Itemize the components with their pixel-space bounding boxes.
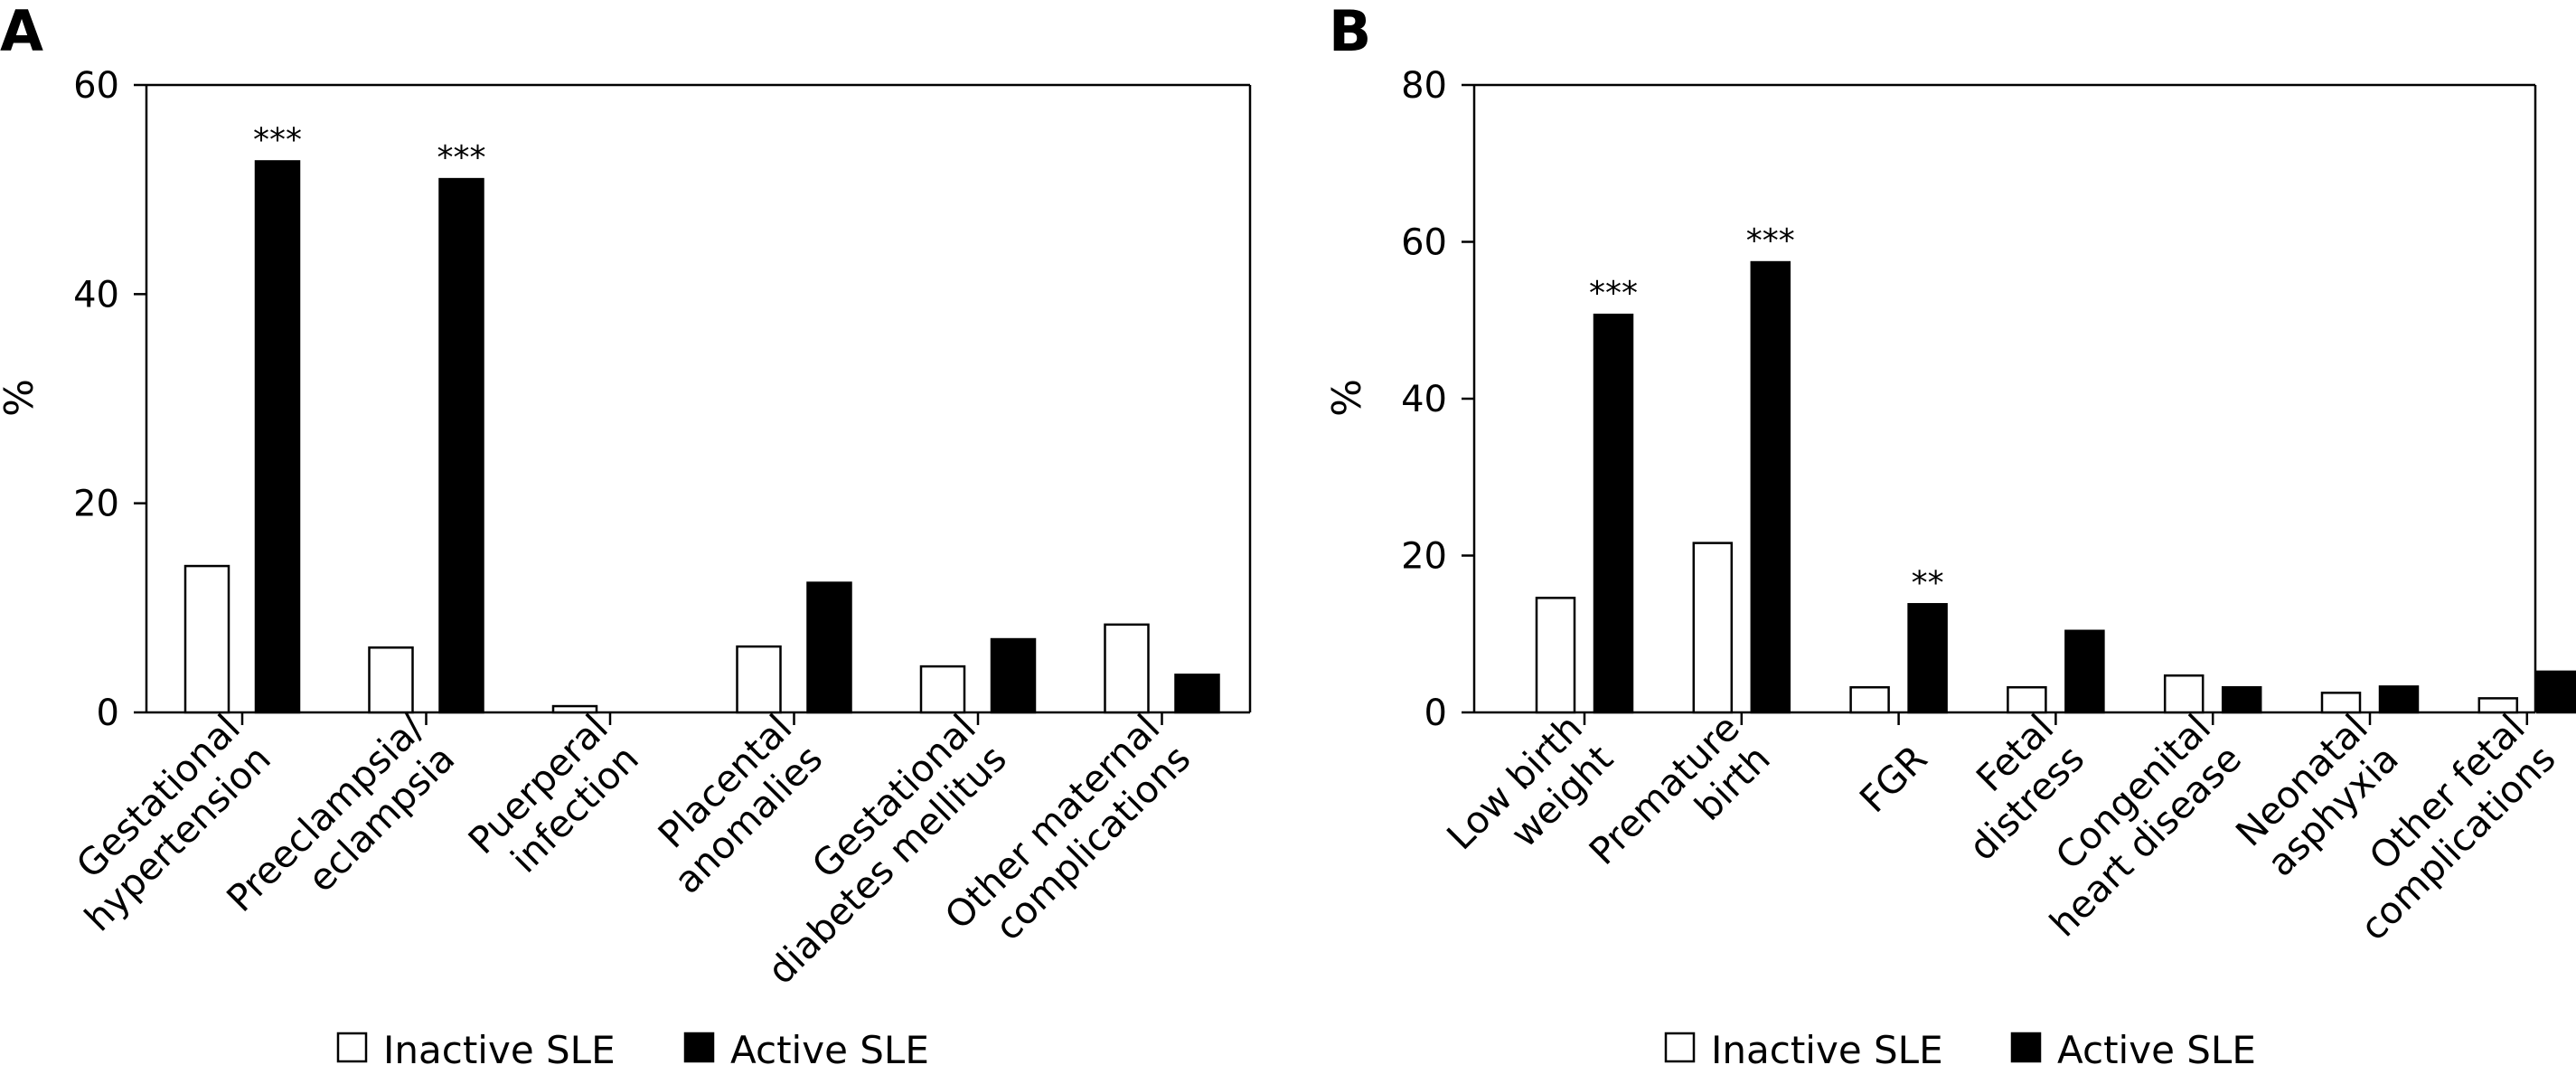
bar-inactive	[2007, 685, 2047, 714]
bar-inactive	[1535, 597, 1576, 714]
chart-panel-b: 0 20 40 60 80 *** Low birthweight *** Prematureb…	[1401, 65, 2576, 949]
legend-label-inactive: Inactive SLE	[383, 1028, 616, 1065]
y-tick-label: 60	[1401, 222, 1447, 264]
panel-letter-b: B	[1329, 0, 1371, 64]
y-axis-label-b: %	[1324, 379, 1370, 417]
bar-inactive	[2163, 674, 2205, 714]
x-tick-label: FGR	[1851, 737, 1935, 821]
legend-label-active: Active SLE	[2057, 1028, 2256, 1065]
legend-label-active: Active SLE	[730, 1028, 929, 1065]
y-tick-label: 40	[1401, 379, 1447, 420]
y-tick-label: 0	[1424, 693, 1447, 734]
bar-inactive	[2320, 692, 2362, 714]
y-tick-label: 40	[73, 274, 119, 316]
bar-active	[1174, 674, 1220, 714]
bar-inactive	[368, 646, 414, 714]
bar-active	[2535, 670, 2576, 714]
bar-inactive	[919, 664, 966, 714]
bar-inactive	[183, 564, 230, 714]
bar-active	[1750, 260, 1791, 714]
bar-inactive	[1692, 542, 1734, 714]
y-tick-label: 80	[1401, 65, 1447, 107]
bar-active	[438, 177, 484, 714]
legend-label-inactive: Inactive SLE	[1711, 1028, 1943, 1065]
significance-label: **	[1912, 564, 1944, 601]
significance-label: ***	[1589, 275, 1638, 312]
y-tick-label: 60	[73, 65, 119, 107]
legend-swatch-inactive	[1664, 1032, 1696, 1063]
bar-active	[254, 160, 301, 714]
bar-active	[2378, 685, 2420, 714]
y-axis-label-a: %	[0, 379, 42, 417]
chart-panel-a: 0204060***Gestationalhypertension***Pree…	[68, 65, 1252, 993]
legend-swatch-active	[683, 1032, 715, 1063]
bar-active	[1593, 313, 1634, 714]
panel-letter-a: A	[0, 0, 43, 64]
x-tick-label: Preeclampsia/eclampsia	[218, 706, 463, 951]
y-tick-label: 0	[97, 693, 119, 734]
x-tick-label: Puerperalinfection	[460, 706, 647, 893]
legend-swatch-inactive	[336, 1032, 368, 1063]
x-tick-label: Low birthweight	[1439, 706, 1622, 889]
legend-swatch-active	[2010, 1032, 2042, 1063]
bar-active	[2064, 629, 2105, 714]
significance-label: ***	[437, 139, 486, 176]
bar-active	[990, 637, 1037, 714]
x-tick-label-line: FGR	[1851, 737, 1935, 821]
bar-inactive	[1104, 623, 1150, 714]
bar-active	[806, 581, 852, 714]
significance-label: ***	[253, 121, 302, 158]
x-tick-label: Prematurebirth	[1581, 706, 1779, 904]
y-tick-label: 20	[1401, 536, 1447, 578]
bar-inactive	[551, 704, 598, 714]
y-tick-label: 20	[73, 484, 119, 525]
legend-a: Inactive SLE Active SLE	[336, 1028, 929, 1065]
legend-b: Inactive SLE Active SLE	[1664, 1028, 2256, 1065]
bar-inactive	[1849, 685, 1890, 714]
significance-label: ***	[1746, 222, 1795, 259]
x-tick-label: Placentalanomalies	[635, 706, 832, 902]
bar-inactive	[736, 645, 782, 714]
bar-active	[1907, 603, 1948, 714]
bar-active	[2221, 685, 2262, 714]
bar-inactive	[2477, 697, 2519, 714]
